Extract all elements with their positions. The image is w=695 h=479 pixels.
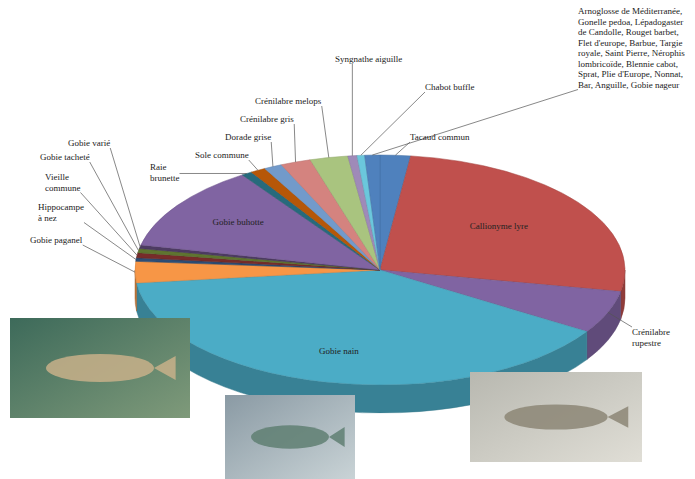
slice	[137, 270, 587, 385]
label-line: Raie	[150, 162, 167, 172]
label-line: Hippocampe	[38, 202, 84, 212]
photo	[225, 395, 355, 479]
slice-label: Syngnathe aiguille	[335, 54, 402, 64]
photo-fish	[46, 354, 154, 382]
slice-label: Vieillecommune	[45, 172, 81, 193]
slice	[348, 156, 380, 270]
slice-label: Gobie paganel	[30, 235, 83, 245]
label-line: Gobie paganel	[30, 235, 83, 245]
leader-line	[322, 106, 329, 158]
label-line: rupestre	[632, 338, 661, 348]
slice-label: Hippocampeà nez	[38, 202, 84, 223]
photo-frame	[225, 395, 355, 479]
label-line: brunette	[150, 173, 180, 183]
label-line: Sole commune	[195, 150, 249, 160]
slice-label: Crénilabrerupestre	[632, 327, 670, 348]
photo-frame	[470, 372, 642, 462]
leader-line	[83, 245, 135, 272]
leader-line	[81, 193, 138, 256]
label-line: à nez	[38, 213, 57, 223]
labels: Tacaud commun Callionyme lyre Crénilabreru…	[30, 6, 685, 356]
leader-line	[90, 162, 139, 251]
label-line: de Candolle, Rouget barbet,	[578, 27, 679, 37]
label-line: Crénilabre	[632, 327, 670, 337]
slice-label: Gobie varié	[68, 138, 110, 148]
slice-label: Arnoglosse de Méditerranée,Gonelle pedoa…	[578, 6, 685, 90]
label-line: Syngnathe aiguille	[335, 54, 402, 64]
background	[0, 0, 695, 479]
photo-frame	[10, 318, 190, 418]
slice	[357, 155, 380, 270]
label-line: Arnoglosse de Méditerranée,	[578, 6, 682, 16]
label-line: Crénilabre melops	[255, 96, 322, 106]
leader-line	[110, 148, 140, 247]
slice	[380, 156, 625, 292]
slice-label: Dorade grise	[225, 132, 271, 142]
label-line: Chabot buffle	[425, 82, 475, 92]
label-line: Crénilabre gris	[240, 114, 294, 124]
leader-line	[180, 173, 247, 174]
label-line: Tacaud commun	[410, 132, 470, 142]
leader-line	[294, 124, 295, 162]
photo-fish	[251, 425, 329, 449]
leader-lines	[81, 64, 633, 327]
slice-label: Tacaud commun	[410, 132, 470, 142]
leader-line	[249, 160, 258, 170]
slice-label: Callionyme lyre	[470, 221, 528, 231]
leader-line	[608, 312, 632, 327]
slice-label: Gobie tacheté	[40, 152, 90, 162]
slice	[310, 156, 380, 270]
slice-label: Chabot buffle	[425, 82, 475, 92]
leader-line	[271, 142, 273, 167]
photo	[10, 318, 190, 418]
label-line: royale, Saint Pierre, Nérophis	[578, 48, 685, 58]
label-line: Bar, Anguille, Gobie nageur	[578, 80, 679, 90]
chart: Tacaud commun Callionyme lyre Crénilabreru…	[0, 0, 695, 479]
label-line: lombricoïde, Blennie cabot,	[578, 59, 678, 69]
photo-fish	[504, 404, 607, 429]
label-line: Gobie varié	[68, 138, 110, 148]
leader-line	[372, 90, 578, 156]
label-line: Gonelle pedoa, Lépadogaster	[578, 17, 683, 27]
slice-label: Gobie nain	[319, 346, 359, 356]
slice-label: Gobie buhotte	[213, 217, 264, 227]
label-line: Flet d'europe, Barbue, Targie	[578, 38, 682, 48]
pie-tops	[135, 155, 625, 385]
photo-fish-tail	[608, 406, 629, 428]
photo	[470, 372, 642, 462]
leader-line	[352, 64, 353, 156]
leader-line	[361, 92, 425, 155]
label-line: Sprat, Plie d'Europe, Nonnat,	[578, 69, 683, 79]
slice	[365, 155, 380, 270]
label-line: Gobie tacheté	[40, 152, 90, 162]
leader-line	[84, 223, 136, 260]
photo-fish-tail	[329, 427, 345, 447]
slice-label: Sole commune	[195, 150, 249, 160]
label-line: Dorade grise	[225, 132, 271, 142]
label-line: commune	[45, 183, 81, 193]
slice-label: Raiebrunette	[150, 162, 180, 183]
label-line: Vieille	[45, 172, 69, 182]
slice-label: Crénilabre gris	[240, 114, 294, 124]
photo-fish-tail	[154, 356, 176, 380]
slice-label: Crénilabre melops	[255, 96, 322, 106]
